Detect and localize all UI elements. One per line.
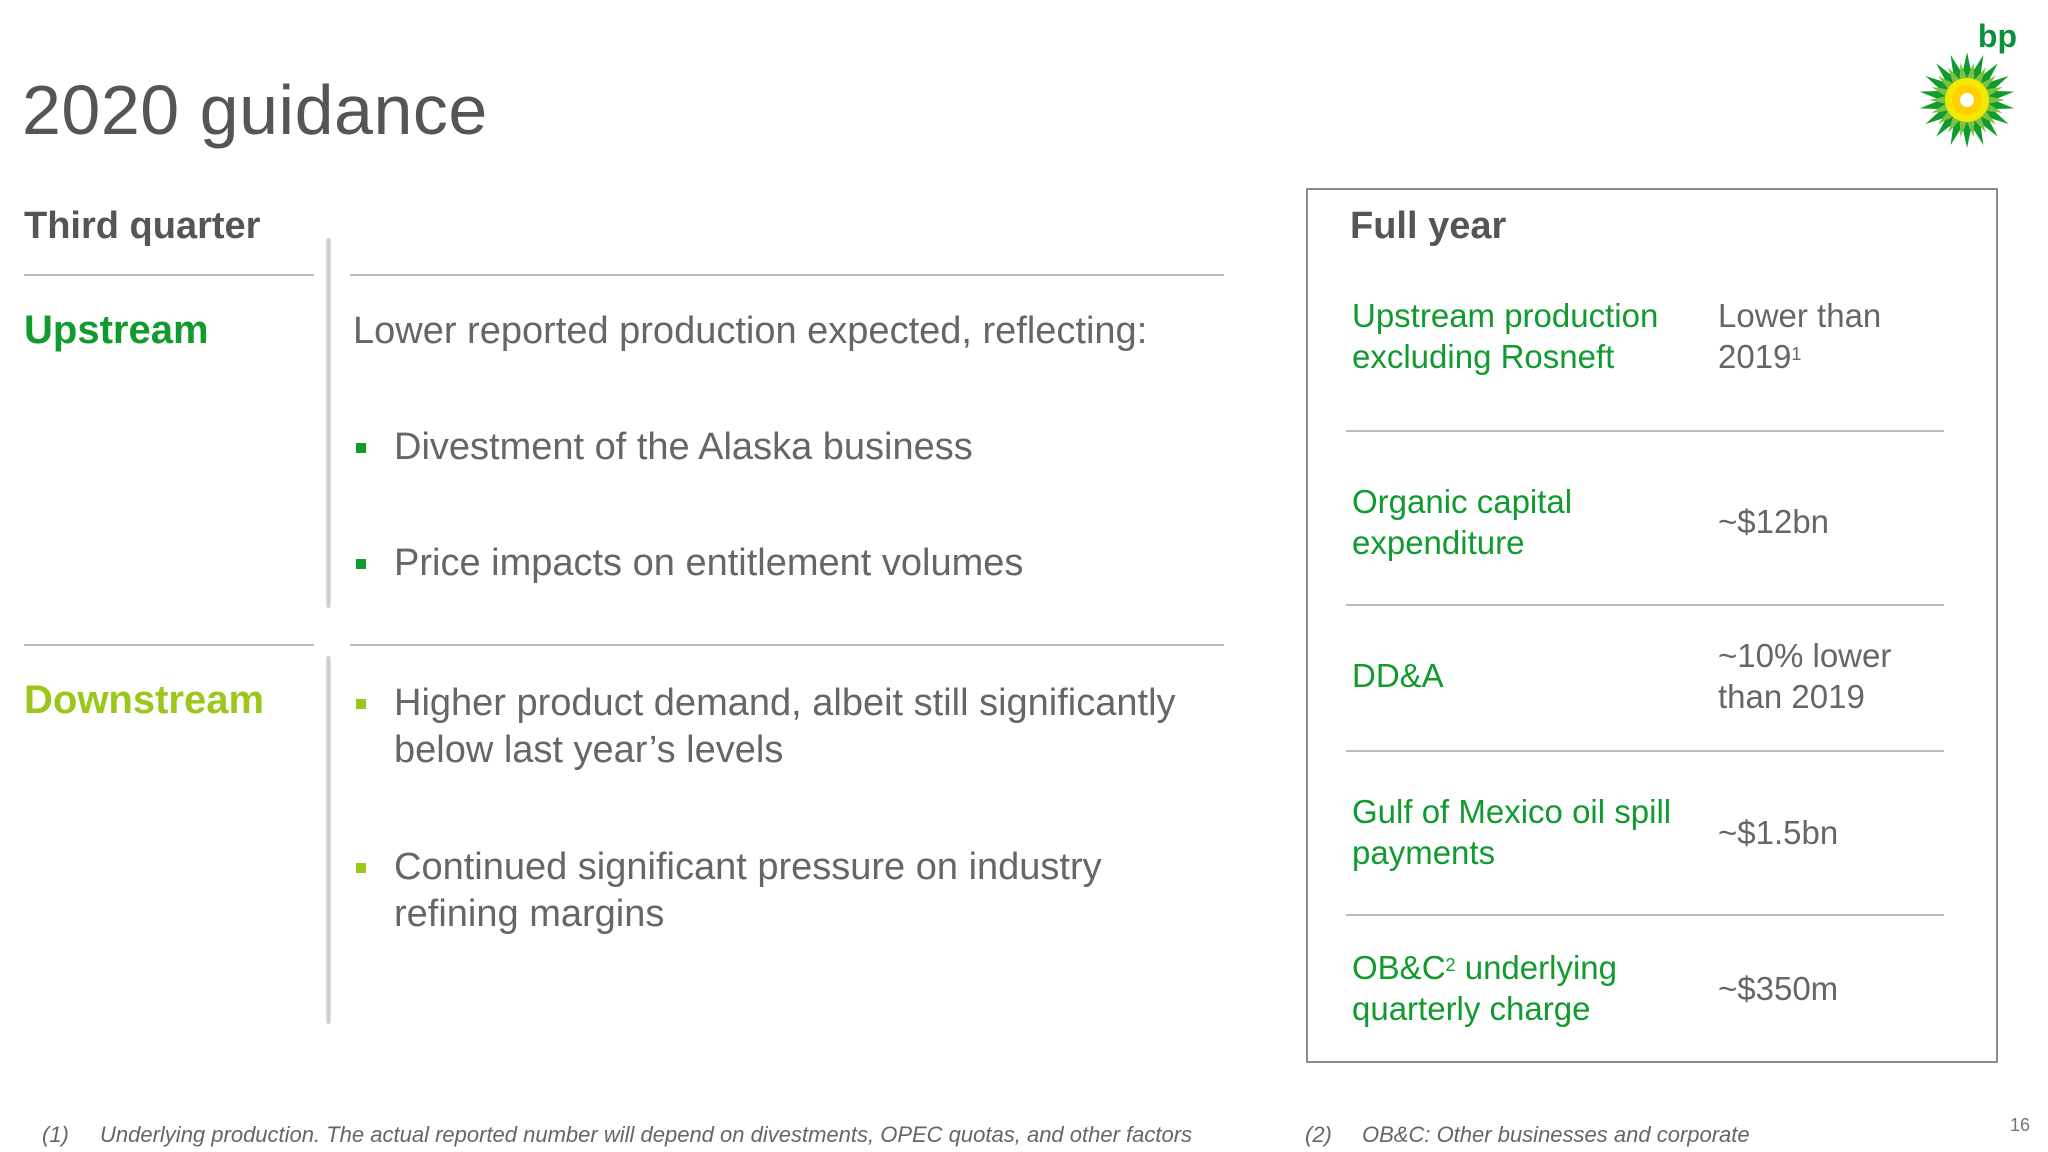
- footnote-marker: 1: [1791, 344, 1802, 364]
- divider-left-top: [24, 274, 314, 276]
- footnote-1-marker: (1): [42, 1122, 69, 1147]
- bullet-square-icon: [356, 699, 366, 709]
- footnote-marker: 2: [1445, 955, 1456, 975]
- downstream-bullet-2: Continued significant pressure on indust…: [356, 844, 1216, 938]
- downstream-label: Downstream: [24, 678, 265, 722]
- bullet-square-icon: [356, 863, 366, 873]
- page-title: 2020 guidance: [22, 71, 488, 149]
- page-number: 16: [2010, 1115, 2031, 1135]
- bp-logo: bp: [1915, 18, 2025, 148]
- fy-divider: [1346, 914, 1944, 916]
- bp-logo-text: bp: [1977, 18, 2017, 54]
- fy-row-value: ~$350m: [1718, 970, 1839, 1007]
- downstream-bullet-text: Higher product demand, albeit still sign…: [394, 682, 1176, 771]
- divider-right-mid: [350, 644, 1224, 646]
- fy-divider: [1346, 604, 1944, 606]
- fy-divider: [1346, 430, 1944, 432]
- upstream-label: Upstream: [24, 308, 209, 352]
- fy-row-label: DD&A: [1352, 657, 1444, 694]
- divider-left-mid: [24, 644, 314, 646]
- upstream-intro: Lower reported production expected, refl…: [353, 310, 1148, 352]
- downstream-bullet-1: Higher product demand, albeit still sign…: [356, 680, 1236, 774]
- helios-icon: [1919, 52, 2015, 148]
- fy-row-label: Upstream production excluding Rosneft: [1352, 297, 1659, 375]
- full-year-heading: Full year: [1350, 205, 1507, 247]
- full-year-panel: [1306, 188, 1998, 1063]
- upstream-bullet-text: Price impacts on entitlement volumes: [394, 542, 1024, 584]
- fy-row-value: ~$12bn: [1718, 503, 1830, 540]
- footnote-2-marker: (2): [1305, 1122, 1332, 1147]
- third-quarter-heading: Third quarter: [24, 205, 261, 247]
- fy-row-value: ~10% lower than 2019: [1718, 637, 1892, 715]
- fy-row-value: Lower than 20191: [1718, 297, 1882, 375]
- fy-divider: [1346, 750, 1944, 752]
- footnote-2-text: OB&C: Other businesses and corporate: [1362, 1122, 1750, 1147]
- fy-row-value: ~$1.5bn: [1718, 814, 1839, 851]
- footnote-1-text: Underlying production. The actual report…: [100, 1122, 1193, 1147]
- upstream-bullet-text: Divestment of the Alaska business: [394, 426, 973, 468]
- upstream-bullet-1: Divestment of the Alaska business: [356, 424, 1216, 471]
- downstream-bullet-text: Continued significant pressure on indust…: [394, 846, 1102, 935]
- vertical-separator-downstream: [326, 656, 331, 1024]
- fy-row-label: Gulf of Mexico oil spill payments: [1352, 793, 1672, 871]
- bullet-square-icon: [356, 443, 366, 453]
- divider-right-top: [350, 274, 1224, 276]
- upstream-bullet-2: Price impacts on entitlement volumes: [356, 540, 1216, 587]
- bullet-square-icon: [356, 559, 366, 569]
- fy-row-label: OB&C2 underlying quarterly charge: [1352, 949, 1617, 1027]
- vertical-separator-upstream: [326, 238, 331, 608]
- fy-row-label: Organic capital expenditure: [1352, 483, 1573, 561]
